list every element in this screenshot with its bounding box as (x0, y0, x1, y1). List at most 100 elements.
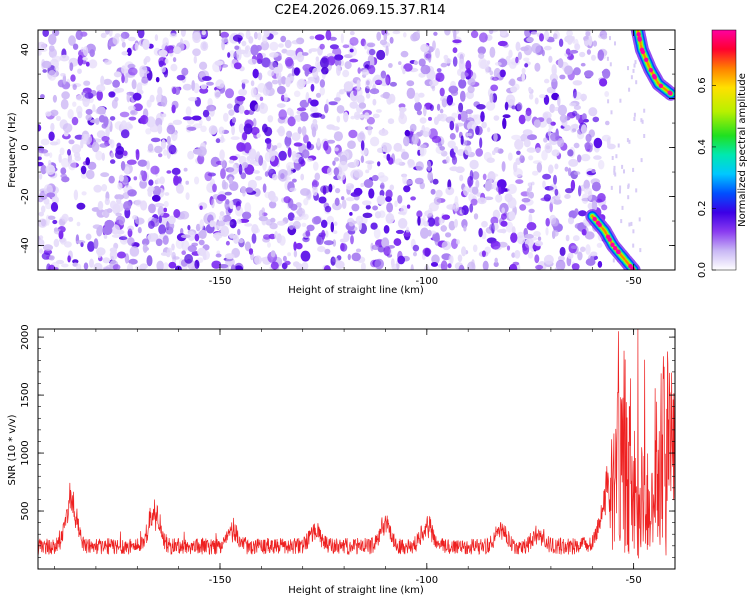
spectrogram-noise-cell (614, 41, 616, 46)
spectrogram-noise-cell (360, 140, 365, 151)
spectrogram-noise-cell (321, 67, 329, 75)
spectrogram-noise-cell (464, 145, 472, 156)
spectrogram-noise-cell (330, 256, 336, 266)
spectrogram-noise-cell (49, 152, 53, 159)
spectrogram-noise-cell (393, 238, 402, 246)
spectrogram-noise-cell (351, 252, 361, 262)
spectrogram-noise-cell (613, 168, 616, 173)
spectrogram-noise-cell (225, 257, 235, 267)
spectrogram-noise-cell (85, 233, 92, 241)
spectrogram-noise-cell (325, 30, 332, 41)
spectrogram-noise-cell (227, 52, 231, 58)
spectrogram-noise-cell (372, 98, 377, 106)
spectrogram-noise-cell (543, 194, 552, 202)
lower-chirp-peak (616, 249, 621, 255)
spectrogram-noise-cell (627, 66, 629, 71)
spectrogram-noise-cell (108, 175, 115, 184)
spectrogram-noise-cell (633, 112, 636, 117)
spectrogram-noise-cell (557, 104, 568, 116)
spectrogram-noise-cell (211, 198, 215, 209)
spectrogram-noise-cell (225, 167, 235, 173)
spectrogram-noise-cell (327, 55, 336, 66)
spectrogram-noise-cell (262, 123, 268, 133)
spectrogram-noise-cell (276, 70, 282, 80)
spectrogram-noise-cell (235, 206, 244, 217)
spectrogram-noise-cell (439, 146, 445, 151)
spectrogram-noise-cell (60, 73, 66, 77)
spectrogram-noise-cell (541, 150, 548, 161)
spectrogram-noise-cell (578, 210, 587, 217)
spectrogram-noise-cell (211, 260, 222, 269)
spectrogram-noise-cell (559, 246, 566, 257)
spectrogram-noise-cell (112, 264, 121, 270)
spectrogram-noise-cell (229, 155, 238, 161)
spectrogram-noise-cell (339, 89, 344, 95)
spectrogram-noise-cell (570, 179, 576, 191)
spectrogram-noise-cell (82, 57, 88, 61)
spectrogram-noise-cell (134, 42, 139, 51)
spectrogram-noise-cell (380, 70, 387, 79)
spectrogram-noise-cell (96, 90, 103, 101)
spectrogram-noise-cell (238, 238, 244, 244)
spectrogram-noise-cell (568, 217, 574, 225)
spectrogram-noise-cell (202, 109, 210, 118)
spectrogram-noise-cell (542, 173, 552, 180)
spectrogram-noise-cell (163, 200, 169, 208)
spectrogram-noise-cell (323, 240, 334, 246)
spectrogram-noise-cell (587, 190, 593, 201)
spectrogram-noise-cell (228, 109, 235, 116)
spectrogram-noise-cell (334, 147, 339, 152)
spectrogram-noise-cell (628, 87, 631, 92)
spectrogram-noise-cell (599, 78, 608, 87)
spectrogram-noise-cell (534, 240, 543, 247)
spectrogram-features (585, 30, 675, 270)
spectrogram-noise-cell (41, 60, 52, 69)
spectrogram-noise-cell (426, 160, 432, 172)
spectrogram-noise-cell (572, 128, 577, 132)
spectrogram-noise-cell (336, 115, 341, 123)
spectrogram-noise-cell (313, 161, 319, 171)
spectrogram-noise-cell (168, 261, 177, 269)
snr-y-ticks: 500 1000 1500 2000 (20, 324, 675, 558)
spectrogram-noise-cell (224, 253, 235, 260)
spectrogram-noise-cell (93, 238, 99, 250)
spectrogram-noise-cell (261, 57, 271, 68)
spectrogram-noise-cell (123, 201, 132, 211)
spectrogram-noise-cell (469, 170, 474, 181)
spectrogram-noise-cell (176, 74, 186, 81)
spectrogram-noise-cell (206, 115, 211, 122)
spectrogram-noise-cell (300, 188, 310, 196)
spectrogram-noise-cell (103, 234, 108, 239)
spectrogram-noise-cell (59, 54, 70, 62)
snr-y-label: SNR (10 * v/v) (7, 414, 18, 485)
spectrogram-noise-cell (38, 211, 44, 217)
spectrogram-noise-cell (360, 155, 365, 163)
spectrogram-noise-cell (449, 133, 456, 140)
spectrogram-noise-cell (372, 205, 378, 211)
spectrogram-noise-cell (403, 63, 413, 72)
spectrogram-noise-cell (160, 65, 166, 73)
spectrogram-noise-cell (640, 158, 643, 163)
spectrogram-noise-cell (439, 108, 444, 114)
spectrogram-noise-cell (50, 109, 59, 117)
spectrogram-noise-cell (258, 72, 263, 81)
spectrogram-noise-cell (435, 232, 440, 243)
spectrogram-noise-cell (554, 163, 559, 170)
spectrogram-noise-cell (499, 69, 506, 78)
spectrogram-noise-cell (194, 233, 200, 242)
spectrogram-noise-cell (590, 251, 598, 257)
spectrogram-noise-cell (126, 92, 131, 103)
spectrogram-noise-cell (116, 198, 122, 204)
spectrogram-noise-cell (155, 178, 161, 185)
spectrogram-noise-cell (68, 159, 77, 171)
spectrogram-noise-cell (458, 79, 467, 89)
spectrogram-noise-cell (523, 45, 533, 56)
spectrogram-noise-cell (373, 227, 381, 239)
colorbar-ticks: 0.0 0.2 0.4 0.6 (697, 77, 716, 278)
spectrogram-noise-cell (285, 49, 296, 57)
spectrogram-noise-cell (340, 242, 345, 252)
spectrogram-noise-cell (99, 143, 108, 148)
spectrogram-noise-cell (166, 124, 176, 135)
spectrogram-noise-cell (509, 263, 518, 270)
spectrogram-noise-cell (128, 124, 133, 129)
